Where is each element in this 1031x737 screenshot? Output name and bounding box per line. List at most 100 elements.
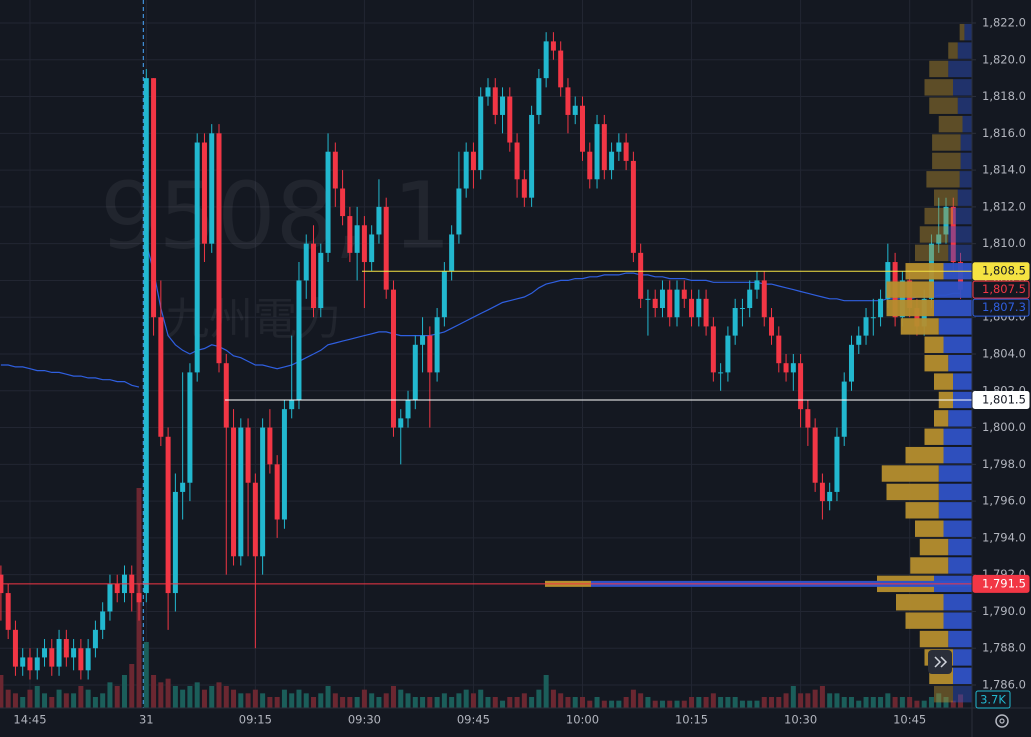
profile-blue [938, 502, 972, 519]
profile-gold [929, 60, 949, 78]
volume-bar [92, 697, 98, 708]
candle-body [187, 372, 193, 483]
price-label-box [972, 574, 1030, 593]
candle-body [761, 280, 767, 318]
volume-bar [390, 686, 396, 708]
volume-bar [892, 697, 898, 708]
volume-bar [674, 700, 680, 708]
candle-body [390, 289, 396, 428]
candle-body [812, 427, 818, 483]
candle-body [689, 298, 695, 318]
candle-body [848, 344, 854, 382]
candle-body [747, 289, 753, 309]
profile-gold [934, 189, 958, 206]
volume-bar [856, 700, 862, 708]
volume-bar [616, 700, 622, 708]
volume-bar [49, 697, 55, 708]
candle-body [49, 648, 55, 667]
volume-bar [121, 675, 127, 708]
volume-bar [303, 693, 309, 708]
volume-bar [739, 700, 745, 708]
scroll-button[interactable] [928, 650, 952, 674]
candle-body [201, 142, 207, 244]
volume-bar [529, 697, 535, 708]
candle-body [659, 289, 665, 309]
candle-body [841, 381, 847, 437]
candle-body [151, 78, 157, 318]
volume-bar [572, 697, 578, 708]
y-tick-label: 1,786.0 [982, 678, 1026, 692]
volume-bar [361, 689, 367, 708]
volume-label-box [975, 690, 1011, 709]
candle-body [238, 427, 244, 557]
profile-gold [886, 299, 934, 317]
candle-body [441, 271, 447, 318]
profile-gold [900, 318, 939, 335]
volume-bar [347, 697, 353, 708]
volume-bar [521, 693, 527, 708]
volume-bar [289, 693, 295, 708]
volume-bar [907, 697, 913, 708]
profile-gold [924, 428, 944, 445]
volume-bar [63, 693, 69, 708]
volume-bar [463, 689, 469, 708]
settings-button[interactable] [995, 714, 1009, 728]
volume-bar [928, 697, 934, 708]
volume-bar [441, 693, 447, 708]
candle-body [739, 308, 745, 310]
profile-blue [953, 649, 972, 666]
volume-bar [281, 689, 287, 708]
volume-bar [172, 686, 178, 708]
candle-body [863, 317, 869, 336]
candle-body [456, 188, 462, 235]
candle-body [434, 317, 440, 373]
candle-body [936, 234, 942, 244]
candle-body [521, 179, 527, 198]
profile-gold [919, 630, 949, 648]
volume-bar [718, 697, 724, 708]
volume-bar [863, 697, 869, 708]
candle-body [20, 657, 26, 667]
candle-body [710, 326, 716, 373]
profile-gold [938, 115, 963, 133]
y-tick-label: 1,804.0 [982, 347, 1026, 361]
volume-bar [42, 693, 48, 708]
volume-bar [536, 689, 542, 708]
candle-body [798, 363, 804, 410]
candle-body [180, 482, 186, 492]
y-tick-label: 1,814.0 [982, 163, 1026, 177]
profile-blue [948, 410, 972, 427]
profile-blue [957, 97, 972, 114]
profile-gold [905, 612, 944, 629]
candle-body [289, 399, 295, 410]
profile-gold [959, 23, 965, 41]
profile-blue [943, 594, 972, 611]
profile-gold [924, 336, 944, 353]
volume-bar [420, 697, 426, 708]
candle-body [601, 124, 607, 171]
volume-bar [485, 697, 491, 708]
volume-bar [34, 686, 40, 708]
volume-bar [696, 697, 702, 708]
profile-blue [962, 115, 972, 133]
volume-bar [209, 686, 215, 708]
x-tick-label: 10:15 [675, 713, 708, 727]
volume-bar [449, 697, 455, 708]
volume-bar [630, 689, 636, 708]
volume-bar [318, 693, 324, 708]
volume-bar [20, 697, 26, 708]
x-tick-label: 14:45 [13, 713, 46, 727]
candle-body [223, 363, 229, 428]
y-tick-label: 1,812.0 [982, 199, 1026, 213]
volume-bar [710, 693, 716, 708]
profile-gold [932, 152, 961, 170]
candle-body [550, 41, 556, 51]
candle-body [870, 317, 876, 319]
volume-bar [783, 693, 789, 708]
volume-bar [478, 689, 484, 708]
candle-body [165, 436, 171, 594]
profile-gold [924, 207, 953, 225]
volume-bar [819, 686, 825, 708]
volume-bar [732, 697, 738, 708]
